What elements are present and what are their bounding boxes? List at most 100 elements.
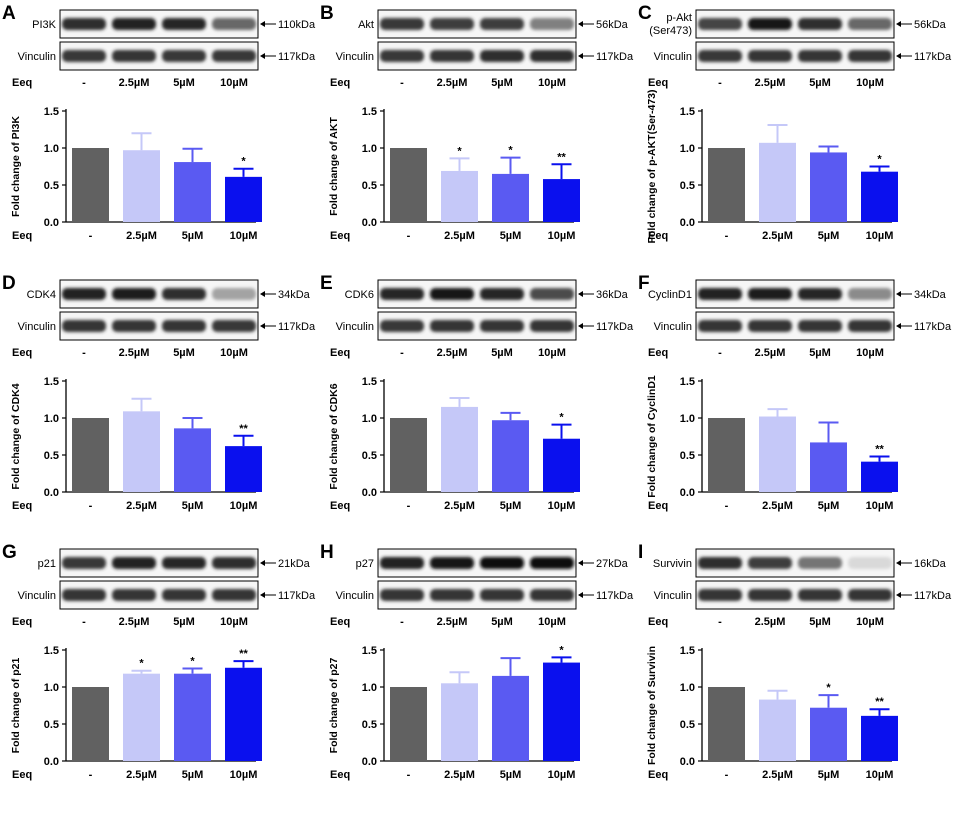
blot-band	[162, 320, 206, 332]
blot-band	[162, 589, 206, 601]
dose-label: -	[82, 77, 86, 89]
blot-vinculin: Vinculin 117kDa	[654, 41, 952, 71]
dose-label: -	[82, 616, 86, 628]
blot-band	[112, 50, 156, 62]
dose-label: -	[400, 616, 404, 628]
x-axis-label: Eeq	[648, 230, 668, 242]
y-tick-label: 0.0	[362, 217, 377, 229]
blot-band	[530, 320, 574, 332]
kda-label: 56kDa	[914, 19, 947, 31]
blot-band	[112, 18, 156, 30]
x-tick-label: 2.5µM	[762, 230, 793, 242]
kda-label: 117kDa	[278, 51, 316, 63]
bar	[759, 416, 796, 492]
bar	[543, 438, 580, 492]
protein-label: Vinculin	[336, 590, 374, 602]
dose-label: 5µM	[809, 77, 831, 89]
kda-label: 117kDa	[914, 321, 952, 333]
y-tick-label: 0.5	[680, 180, 695, 192]
blot-band	[430, 50, 474, 62]
bar	[543, 179, 580, 222]
x-tick-label: 10µM	[230, 500, 258, 512]
y-tick-label: 1.5	[362, 645, 377, 657]
protein-label: Vinculin	[18, 590, 56, 602]
blot-band	[380, 589, 424, 601]
significance-mark: *	[457, 145, 462, 157]
blot-band	[480, 288, 524, 300]
bar	[759, 699, 796, 761]
blot-band	[430, 589, 474, 601]
blot-band	[698, 288, 742, 300]
bar	[441, 683, 478, 761]
bar	[390, 687, 427, 761]
x-tick-label: -	[725, 500, 729, 512]
bar	[861, 171, 898, 222]
bar	[123, 150, 160, 222]
blot-band	[798, 50, 842, 62]
kda-label: 110kDa	[278, 19, 316, 31]
dose-header: Eeq	[330, 77, 350, 89]
significance-mark: *	[508, 145, 513, 157]
blot-band	[480, 557, 524, 569]
y-tick-label: 1.5	[44, 376, 59, 388]
x-tick-label: -	[407, 500, 411, 512]
y-tick-label: 0.0	[44, 756, 59, 768]
blot-band	[848, 589, 892, 601]
blot-band	[748, 589, 792, 601]
dose-label: 5µM	[173, 77, 195, 89]
bar	[174, 673, 211, 761]
dose-header: Eeq	[330, 347, 350, 359]
blot-band	[748, 18, 792, 30]
dose-label: 2.5µM	[437, 77, 468, 89]
blot-band	[62, 18, 106, 30]
blot-pi3k: PI3K 110kDa	[32, 9, 316, 39]
blot-band	[748, 288, 792, 300]
dose-label: -	[718, 347, 722, 359]
x-tick-label: 5µM	[818, 769, 840, 781]
blot-band	[112, 557, 156, 569]
blot-band	[112, 320, 156, 332]
x-tick-label: 2.5µM	[444, 230, 475, 242]
dose-header: Eeq	[648, 616, 668, 628]
y-tick-label: 0.0	[680, 487, 695, 499]
significance-mark: *	[139, 658, 144, 670]
blot-vinculin: Vinculin 117kDa	[18, 41, 316, 71]
blot-band	[430, 18, 474, 30]
y-axis-label: Fold change of CyclinD1	[646, 375, 658, 498]
dose-label: 5µM	[491, 347, 513, 359]
blot-band	[530, 50, 574, 62]
y-tick-label: 1.5	[362, 106, 377, 118]
blot-band	[848, 18, 892, 30]
bar-chart: 0.0 0.5 1.0 1.5 Fold change of CDK6 * Eeq - 2.5µ…	[328, 376, 580, 512]
y-tick-label: 1.5	[362, 376, 377, 388]
dose-header: Eeq	[648, 77, 668, 89]
protein-label: Vinculin	[654, 51, 692, 63]
bar	[390, 418, 427, 492]
x-tick-label: 10µM	[548, 769, 576, 781]
blot-band	[530, 589, 574, 601]
protein-label: p21	[38, 558, 56, 570]
x-tick-label: 5µM	[500, 769, 522, 781]
significance-mark: **	[875, 443, 884, 455]
blot-band	[212, 18, 256, 30]
bar-chart: 0.0 0.5 1.0 1.5 Fold change of p-AKT(Ser-473…	[646, 89, 898, 244]
blot-band	[530, 557, 574, 569]
x-tick-label: 10µM	[548, 230, 576, 242]
dose-label: 2.5µM	[437, 616, 468, 628]
bar	[225, 667, 262, 761]
x-tick-label: 5µM	[182, 500, 204, 512]
panel-i: I Survivin 16kDa Vinculin 117kDa Eeq - 2.5µM 5µM…	[638, 542, 952, 781]
x-tick-label: 2.5µM	[762, 769, 793, 781]
x-axis-label: Eeq	[12, 769, 32, 781]
y-tick-label: 0.5	[362, 719, 377, 731]
significance-mark: *	[826, 682, 831, 694]
blot-band	[162, 18, 206, 30]
significance-mark: *	[877, 154, 882, 166]
y-tick-label: 0.0	[362, 487, 377, 499]
blot-band	[162, 557, 206, 569]
bar	[123, 411, 160, 492]
x-tick-label: 10µM	[866, 769, 894, 781]
